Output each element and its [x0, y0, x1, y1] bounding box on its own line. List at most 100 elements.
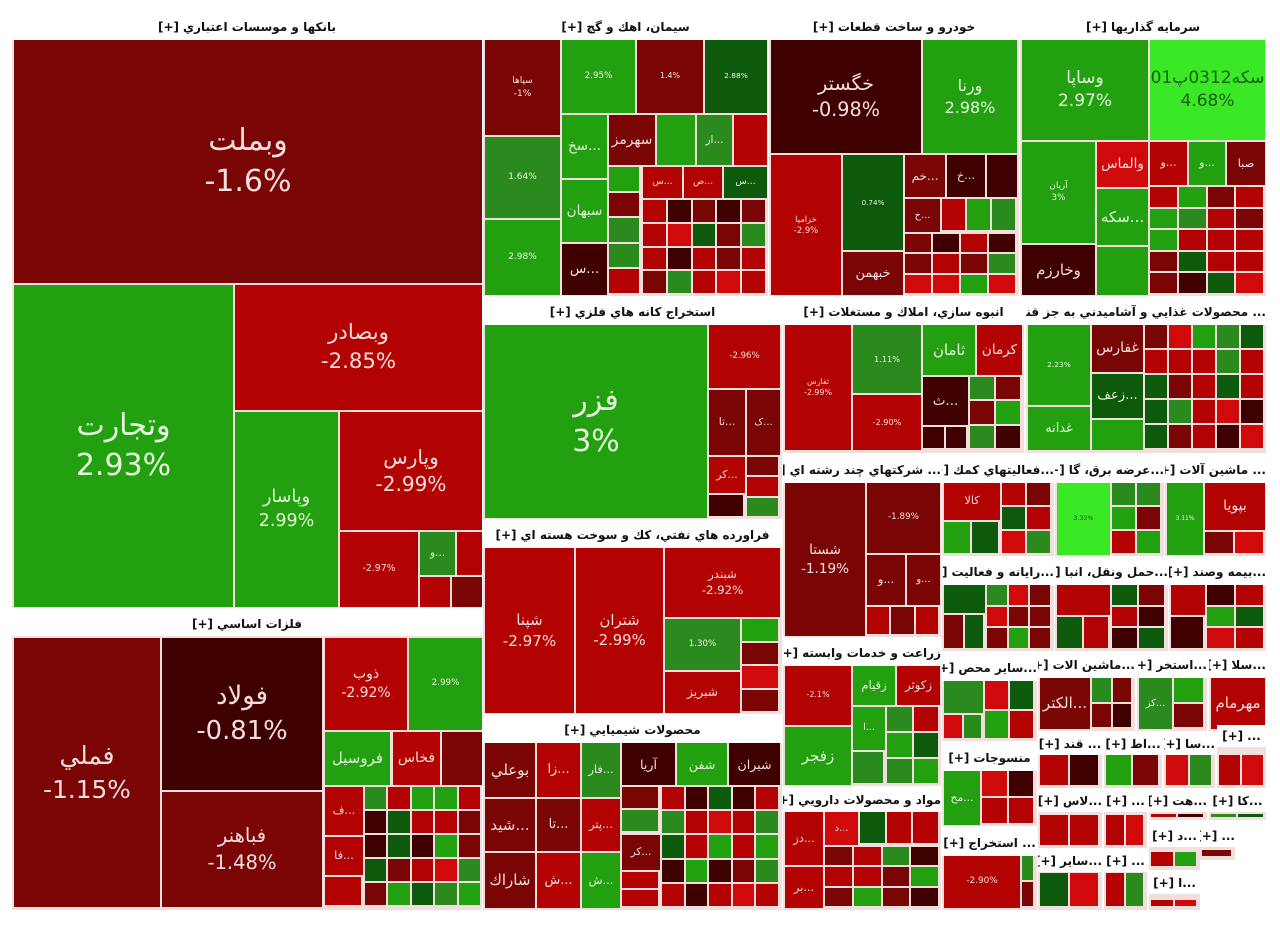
stock-tile-small[interactable] [732, 811, 755, 834]
stock-tile[interactable]: ...زا [537, 743, 580, 797]
stock-tile-small[interactable] [1112, 678, 1131, 702]
sector-header[interactable]: ...استخر[+] [1137, 652, 1207, 678]
stock-tile[interactable]: ...تا [537, 799, 580, 851]
stock-tile-small[interactable] [905, 254, 931, 273]
stock-tile-small[interactable] [1027, 483, 1050, 505]
stock-tile-small[interactable] [1112, 703, 1131, 727]
stock-tile-small[interactable] [982, 771, 1007, 796]
stock-tile-small[interactable] [911, 887, 938, 906]
stock-tile-small[interactable] [662, 811, 684, 834]
stock-tile-small[interactable] [742, 271, 765, 293]
stock-tile-small[interactable] [1139, 585, 1164, 605]
sector-header[interactable]: ...كا[+] [1209, 790, 1266, 812]
sector-header[interactable]: استخراج كانه هاي فلزي[+] [483, 300, 782, 325]
stock-tile-small[interactable] [411, 811, 434, 833]
stock-tile[interactable]: ...س [643, 167, 682, 198]
stock-tile-small[interactable] [1008, 606, 1029, 627]
stock-tile-small[interactable] [365, 811, 387, 833]
expand-button[interactable]: [+] [1152, 829, 1174, 843]
stock-tile-small[interactable] [985, 681, 1008, 709]
stock-tile-small[interactable] [911, 867, 938, 886]
stock-tile-small[interactable] [458, 787, 480, 809]
expand-button[interactable]: [+] [1106, 854, 1128, 868]
stock-tile-small[interactable] [643, 247, 666, 270]
stock-tile-small[interactable] [742, 689, 778, 711]
stock-tile-small[interactable] [1151, 900, 1173, 906]
stock-tile-small[interactable] [435, 787, 457, 809]
stock-tile[interactable]: -2.96% [709, 325, 780, 388]
stock-tile[interactable]: غدانه [1028, 407, 1090, 450]
stock-tile-small[interactable] [996, 377, 1020, 400]
stock-tile[interactable]: ورنا 2.98% [923, 40, 1017, 153]
stock-tile-small[interactable] [1008, 585, 1029, 605]
stock-tile-small[interactable] [1151, 814, 1176, 817]
sector-header[interactable]: ... ماشين آلات[+] [1165, 458, 1266, 483]
sector-header[interactable]: ...[+] [1217, 725, 1266, 747]
stock-tile-small[interactable] [717, 223, 741, 246]
stock-tile-small[interactable] [970, 401, 994, 424]
stock-tile-small[interactable] [905, 234, 931, 253]
stock-tile[interactable]: شپنا -2.97% [485, 548, 574, 713]
stock-tile-small[interactable] [1205, 532, 1233, 553]
stock-tile-small[interactable] [933, 234, 959, 253]
stock-tile-small[interactable] [853, 867, 881, 886]
stock-tile[interactable]: ...ف [325, 787, 363, 835]
stock-tile-small[interactable] [609, 269, 639, 293]
stock-tile-small[interactable] [1112, 507, 1135, 529]
stock-tile-small[interactable] [1241, 325, 1263, 348]
sector-header[interactable]: ... محصولات غذايي و آشاميدني به جز قند[+… [1026, 300, 1266, 325]
stock-tile[interactable]: -2.90% [853, 395, 921, 450]
stock-tile-small[interactable] [1030, 628, 1050, 648]
stock-tile[interactable] [734, 115, 767, 165]
sector-header[interactable]: ...بيمه وصند[+] [1169, 560, 1266, 585]
stock-tile-small[interactable] [853, 752, 883, 783]
stock-tile-small[interactable] [388, 883, 410, 905]
expand-button[interactable]: [+] [1106, 794, 1128, 808]
stock-tile-small[interactable] [709, 859, 731, 882]
stock-tile-small[interactable] [709, 811, 731, 834]
stock-tile[interactable]: ...دز [785, 812, 823, 865]
stock-tile-small[interactable] [1145, 325, 1167, 348]
stock-tile-small[interactable] [1178, 251, 1206, 272]
stock-tile[interactable] [1092, 420, 1143, 450]
stock-tile[interactable]: ...سكه [1097, 189, 1148, 245]
stock-tile-small[interactable] [1092, 703, 1111, 727]
sector-header[interactable]: ...ساير محص[+] [942, 655, 1037, 681]
sector-header[interactable]: ...رايانه و فعاليت[+] [942, 560, 1054, 585]
stock-tile[interactable]: فزر 3% [485, 325, 707, 518]
stock-tile-small[interactable] [609, 218, 639, 242]
stock-tile-small[interactable] [1217, 325, 1239, 348]
stock-tile-small[interactable] [756, 787, 778, 810]
stock-tile[interactable]: مهرمام [1211, 678, 1265, 729]
sector-header[interactable]: ...[+] [1200, 825, 1235, 847]
stock-tile-small[interactable] [987, 585, 1007, 605]
stock-tile-small[interactable] [985, 710, 1008, 738]
expand-button[interactable]: [+] [1105, 737, 1127, 751]
stock-tile-small[interactable] [1241, 400, 1263, 423]
stock-tile[interactable]: شيران [729, 743, 780, 785]
stock-tile-small[interactable] [1070, 815, 1098, 845]
stock-tile-small[interactable] [747, 457, 778, 476]
stock-tile-small[interactable] [709, 495, 743, 516]
expand-button[interactable]: [+] [495, 528, 517, 542]
stock-tile-small[interactable] [667, 271, 691, 293]
stock-tile[interactable]: ...ار [697, 115, 732, 165]
stock-tile[interactable] [442, 732, 482, 785]
stock-tile[interactable]: ...و [907, 555, 940, 605]
stock-tile-small[interactable] [1150, 208, 1177, 229]
sector-header[interactable]: ... قند[+] [1038, 733, 1102, 755]
expand-button[interactable]: [+] [1055, 463, 1065, 477]
stock-tile-small[interactable] [972, 522, 998, 553]
stock-tile-small[interactable] [609, 192, 639, 217]
stock-tile[interactable]: ...ش [582, 853, 620, 908]
sector-header[interactable]: فلزات اساسي[+] [12, 612, 482, 636]
stock-tile[interactable]: ...ص [684, 167, 722, 198]
sector-header[interactable]: ...سا[+] [1164, 733, 1215, 755]
stock-tile-small[interactable] [667, 200, 691, 222]
stock-tile[interactable]: خبهمن [843, 252, 903, 295]
stock-tile-small[interactable] [982, 798, 1007, 823]
stock-tile-small[interactable] [1008, 798, 1033, 823]
stock-tile-small[interactable] [1057, 617, 1082, 648]
stock-tile-small[interactable] [913, 707, 938, 731]
stock-tile-small[interactable] [1242, 755, 1263, 785]
